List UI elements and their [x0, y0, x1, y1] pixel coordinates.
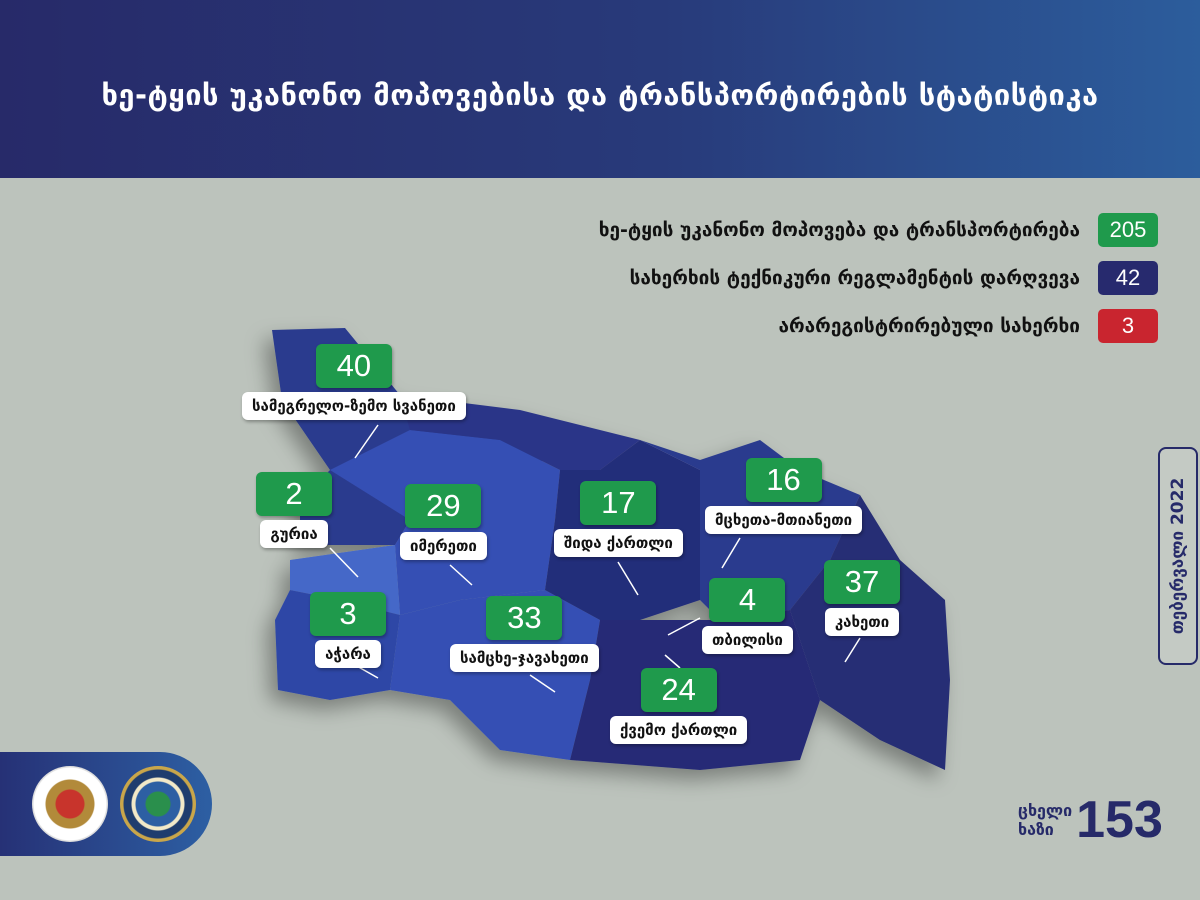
region-value: 37 — [824, 560, 900, 604]
region-pin-imereti: 29 იმერეთი — [400, 484, 487, 560]
region-value: 40 — [315, 344, 392, 388]
region-pin-samegrelo: 40 სამეგრელო-ზემო სვანეთი — [242, 344, 466, 420]
hotline: ცხელი ხაზი 153 — [1018, 790, 1163, 850]
region-pin-mtskheta: 16 მცხეთა-მთიანეთი — [705, 458, 863, 534]
logo-banner — [0, 752, 212, 856]
region-label: შიდა ქართლი — [554, 529, 683, 557]
hotline-word-2: ხაზი — [1018, 820, 1054, 839]
hotline-number: 153 — [1076, 791, 1163, 849]
region-value: 29 — [405, 484, 482, 528]
region-value: 17 — [580, 481, 657, 525]
region-label: გურია — [260, 520, 328, 548]
date-text: თებერვალი 2022 — [1168, 477, 1188, 635]
region-pin-kakheti: 37 კახეთი — [824, 560, 900, 636]
hotline-word-1: ცხელი — [1018, 801, 1073, 820]
region-value: 2 — [256, 472, 332, 516]
region-value: 33 — [486, 596, 563, 640]
region-pin-kvemo-kartli: 24 ქვემო ქართლი — [610, 668, 748, 744]
region-pin-tbilisi: 4 თბილისი — [702, 578, 793, 654]
region-label: სამეგრელო-ზემო სვანეთი — [242, 392, 466, 420]
region-label: აჭარა — [315, 640, 381, 668]
region-label: ქვემო ქართლი — [610, 716, 748, 744]
region-value: 24 — [640, 668, 717, 712]
region-label: იმერეთი — [400, 532, 487, 560]
region-value: 4 — [709, 578, 786, 622]
region-pin-guria: 2 გურია — [256, 472, 332, 548]
page-title: ხე-ტყის უკანონო მოპოვებისა და ტრანსპორტი… — [101, 78, 1099, 112]
region-value: 16 — [745, 458, 822, 502]
region-label: მცხეთა-მთიანეთი — [705, 506, 863, 534]
region-pin-samtskhe: 33 სამცხე-ჯავახეთი — [450, 596, 599, 672]
legend-label: არარეგისტრირებული სახერხი — [778, 315, 1081, 337]
legend-item-unregistered-sawmill: არარეგისტრირებული სახერხი 3 — [599, 308, 1158, 344]
legend: ხე-ტყის უკანონო მოპოვება და ტრანსპორტირე… — [599, 212, 1158, 356]
region-label: თბილისი — [702, 626, 793, 654]
legend-label: სახერხის ტექნიკური რეგლამენტის დარღვევა — [629, 267, 1080, 289]
region-value: 3 — [310, 592, 386, 636]
header-banner: ხე-ტყის უკანონო მოპოვებისა და ტრანსპორტი… — [0, 0, 1200, 178]
legend-value: 205 — [1098, 213, 1158, 247]
legend-item-illegal-logging: ხე-ტყის უკანონო მოპოვება და ტრანსპორტირე… — [599, 212, 1158, 248]
date-badge: თებერვალი 2022 — [1158, 447, 1198, 665]
supervision-agency-logo — [120, 766, 196, 842]
legend-value: 42 — [1098, 261, 1158, 295]
region-pin-adjara: 3 აჭარა — [310, 592, 386, 668]
legend-label: ხე-ტყის უკანონო მოპოვება და ტრანსპორტირე… — [598, 219, 1080, 241]
region-label: კახეთი — [824, 608, 900, 636]
ministry-logo — [32, 766, 108, 842]
region-label: სამცხე-ჯავახეთი — [450, 644, 599, 672]
legend-value: 3 — [1098, 309, 1158, 343]
legend-item-sawmill-violation: სახერხის ტექნიკური რეგლამენტის დარღვევა … — [599, 260, 1158, 296]
region-pin-shida-kartli: 17 შიდა ქართლი — [554, 481, 683, 557]
